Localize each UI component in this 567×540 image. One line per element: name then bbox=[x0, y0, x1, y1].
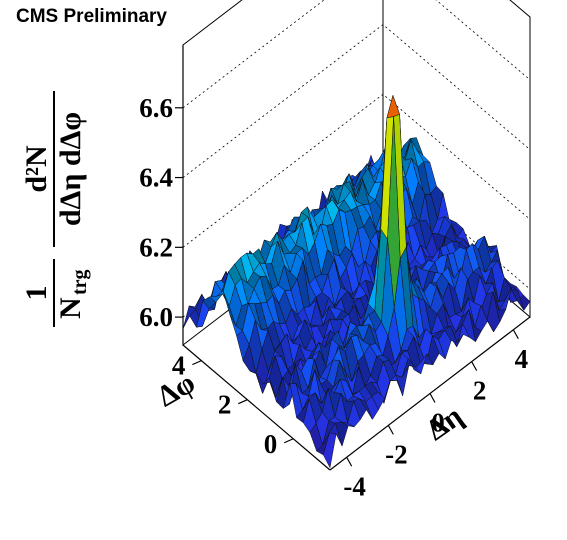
z-tick-label: 6.4 bbox=[139, 163, 173, 193]
y-tick-mark bbox=[284, 438, 294, 444]
surface-cell bbox=[323, 432, 337, 469]
z-label-fraction-bottom: dΔη dΔφ bbox=[54, 112, 87, 226]
z-label-denominator: N bbox=[54, 297, 87, 319]
z-label-denominator-sub: trg bbox=[69, 269, 91, 295]
chart-header: CMS Preliminary bbox=[16, 6, 167, 27]
grid-line bbox=[182, 93, 531, 248]
z-tick-label: 6.0 bbox=[139, 302, 173, 332]
grid-line bbox=[182, 0, 531, 109]
z-tick-label: 6.6 bbox=[139, 93, 173, 123]
y-tick-mark bbox=[192, 360, 202, 366]
grid-line bbox=[182, 24, 531, 178]
x-axis-label: Δη bbox=[420, 399, 468, 447]
x-tick-mark bbox=[429, 393, 436, 403]
surface-mesh bbox=[182, 94, 531, 469]
x-tick-label: -2 bbox=[385, 439, 408, 469]
x-tick-label: 2 bbox=[473, 376, 487, 406]
y-tick-label: 0 bbox=[264, 429, 278, 459]
z-axis-label: 1 N trg d²N dΔη dΔφ bbox=[20, 91, 91, 327]
y-tick-mark bbox=[238, 399, 248, 405]
x-tick-mark bbox=[346, 456, 353, 467]
z-tick-label: 6.2 bbox=[139, 232, 173, 262]
x-tick-label: 4 bbox=[515, 344, 529, 374]
y-tick-label: 4 bbox=[172, 351, 186, 381]
y-axis-label: Δφ bbox=[152, 366, 201, 413]
y-tick-label: 2 bbox=[218, 390, 232, 420]
z-label-fraction-top: d²N bbox=[20, 145, 53, 193]
x-tick-mark bbox=[512, 329, 519, 340]
x-tick-label: 0 bbox=[431, 408, 445, 438]
x-tick-mark bbox=[471, 361, 478, 371]
x-tick-mark bbox=[387, 425, 394, 435]
z-label-numerator: 1 bbox=[20, 286, 53, 301]
x-tick-label: -4 bbox=[343, 471, 366, 501]
y-axis-line bbox=[182, 344, 331, 471]
